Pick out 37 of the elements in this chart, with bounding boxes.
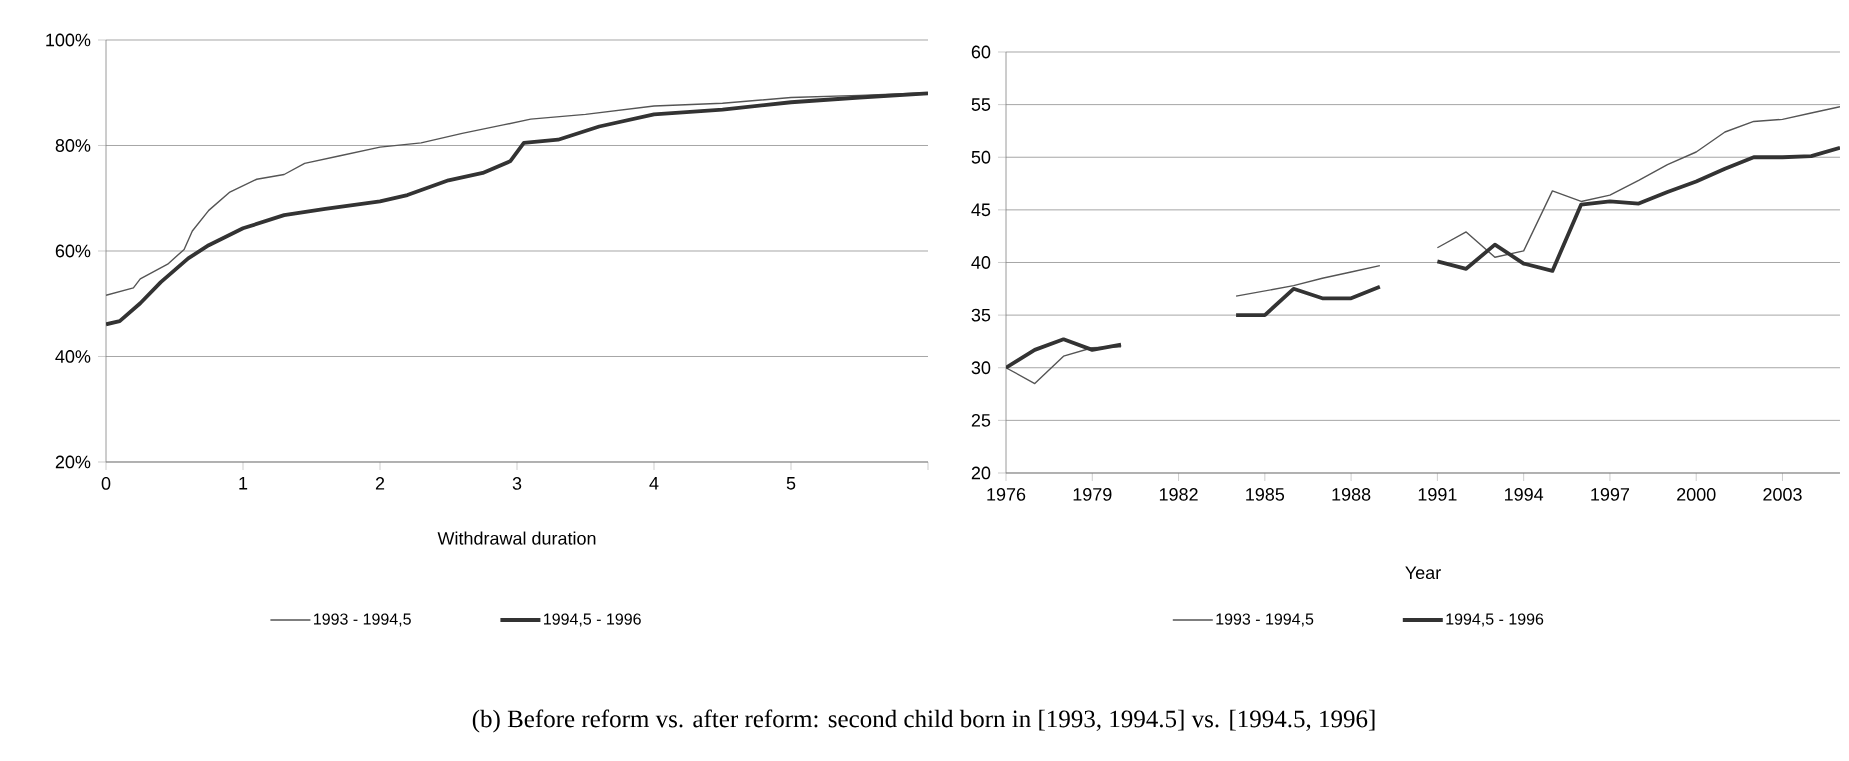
y-tick-label: 60% — [55, 244, 91, 258]
x-tick-label: 1991 — [1418, 488, 1457, 501]
x-tick-label: 1 — [239, 477, 248, 490]
y-tick-label: 30 — [971, 361, 991, 375]
x-tick-label: 1988 — [1332, 488, 1371, 501]
x-axis-title: Withdrawal duration — [437, 531, 596, 545]
x-tick-label: 1994 — [1505, 488, 1544, 501]
y-tick-label: 20 — [971, 466, 991, 480]
y-tick-label: 35 — [971, 308, 991, 322]
y-tick-label: 40% — [55, 350, 91, 363]
x-tick-label: 5 — [786, 477, 796, 490]
x-axis-title: Year — [1405, 566, 1441, 580]
x-tick-label: 1997 — [1591, 488, 1630, 501]
y-tick-label: 100% — [46, 33, 91, 47]
x-tick-label: 2003 — [1763, 488, 1802, 501]
x-tick-label: 2 — [375, 477, 385, 490]
legend-label: 1993 - 1994,5 — [1216, 613, 1314, 627]
x-tick-label: 4 — [649, 477, 659, 490]
y-tick-label: 55 — [971, 98, 991, 111]
x-tick-label: 1979 — [1073, 488, 1112, 501]
y-tick-label: 40 — [971, 256, 991, 269]
legend-label: 1994,5 - 1996 — [1446, 613, 1544, 627]
y-tick-label: 45 — [971, 203, 991, 217]
legend-label: 1993 - 1994,5 — [314, 613, 411, 627]
x-tick-label: 1985 — [1246, 488, 1285, 501]
y-tick-label: 20% — [55, 455, 91, 469]
y-tick-label: 80% — [55, 139, 91, 152]
y-tick-label: 50 — [971, 150, 991, 164]
x-tick-label: 0 — [101, 477, 111, 490]
y-tick-label: 25 — [971, 413, 991, 427]
legend-label: 1994,5 - 1996 — [544, 613, 641, 627]
y-tick-label: 60 — [971, 45, 991, 59]
text: (b) Before reform vs. after reform: second child born in [1993, 1994.5] vs. [1994.5, 1996] — [472, 709, 1375, 733]
x-tick-label: 2000 — [1677, 488, 1716, 501]
x-tick-label: 3 — [512, 477, 522, 490]
x-tick-label: 1982 — [1159, 488, 1198, 501]
x-tick-label: 1976 — [987, 488, 1026, 501]
